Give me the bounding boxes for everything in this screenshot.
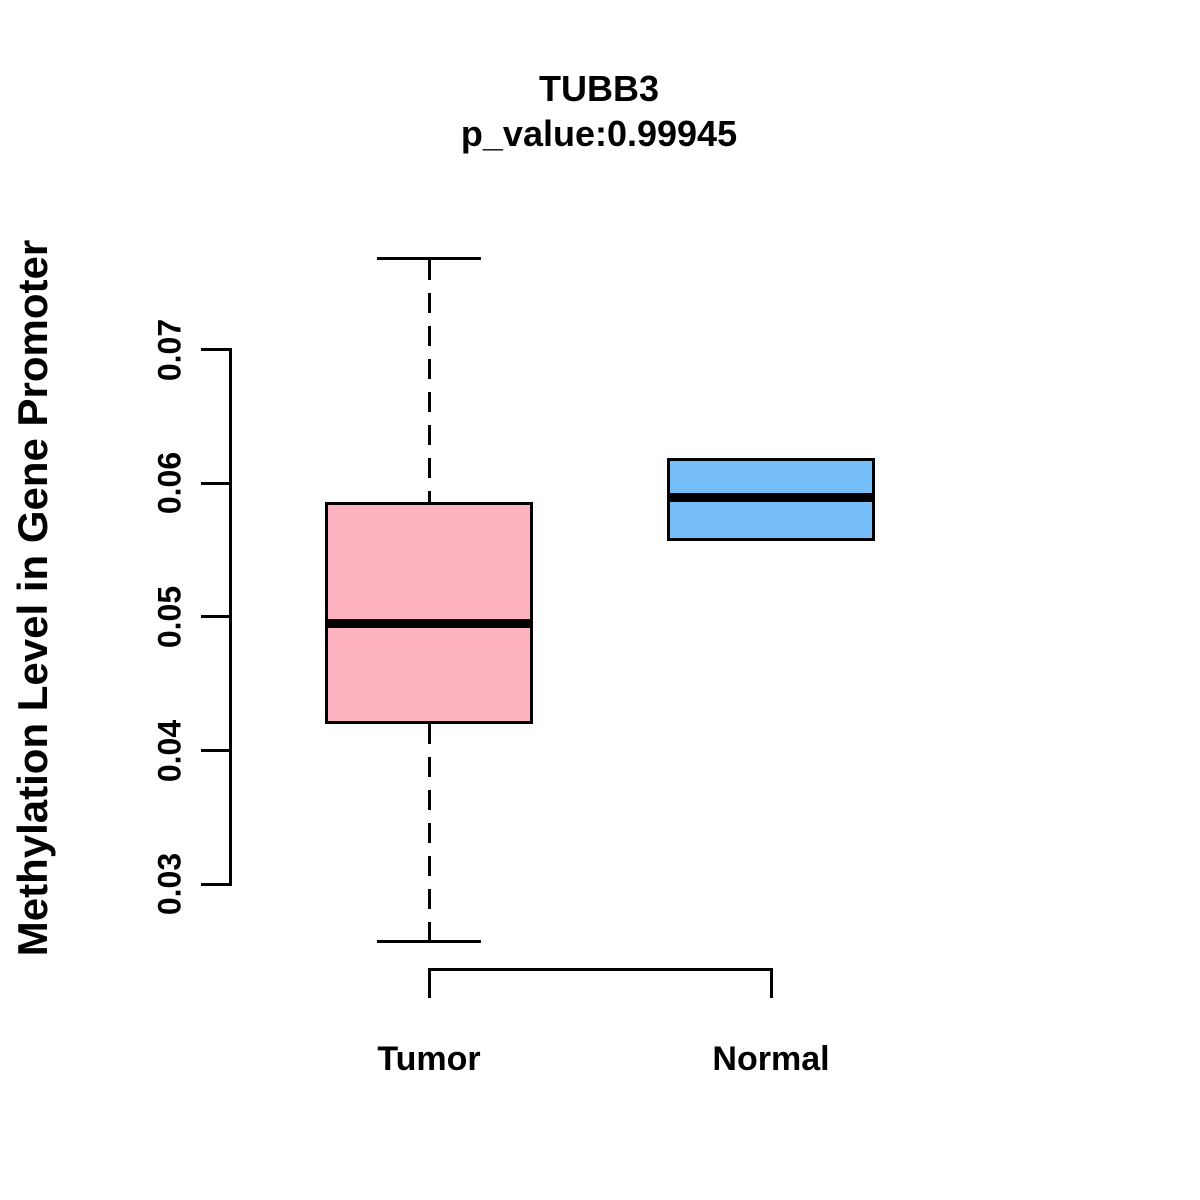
y-axis-tick	[201, 615, 230, 619]
y-axis-tick	[201, 749, 230, 753]
chart-subtitle: p_value:0.99945	[460, 113, 738, 154]
y-axis-tick-label: 0.03	[151, 853, 188, 916]
normal-median-line	[670, 493, 872, 503]
tumor-upper-whisker-line	[427, 260, 431, 502]
tumor-lower-whisker-line	[427, 724, 431, 941]
y-axis-tick	[201, 481, 230, 485]
tumor-median-line	[328, 619, 530, 629]
y-axis-tick-label: 0.05	[151, 585, 188, 649]
y-axis-tick	[201, 882, 230, 886]
y-axis-line	[228, 348, 232, 886]
chart-title: TUBB3	[538, 68, 660, 109]
y-axis-tick-label: 0.06	[151, 452, 188, 515]
x-axis-tick-right	[769, 967, 773, 998]
tumor-upper-whisker-cap	[377, 257, 481, 261]
y-axis-tick-label: 0.07	[151, 318, 188, 381]
y-axis-tick-label: 0.04	[151, 719, 188, 782]
x-axis-line	[427, 967, 773, 971]
tumor-lower-whisker-cap	[377, 940, 481, 944]
tumor-box	[325, 501, 533, 725]
y-axis-tick	[201, 348, 230, 351]
x-axis-tick-left	[427, 967, 431, 998]
x-category-label-tumor: Tumor	[377, 1040, 481, 1078]
x-category-label-normal: Normal	[712, 1040, 830, 1078]
